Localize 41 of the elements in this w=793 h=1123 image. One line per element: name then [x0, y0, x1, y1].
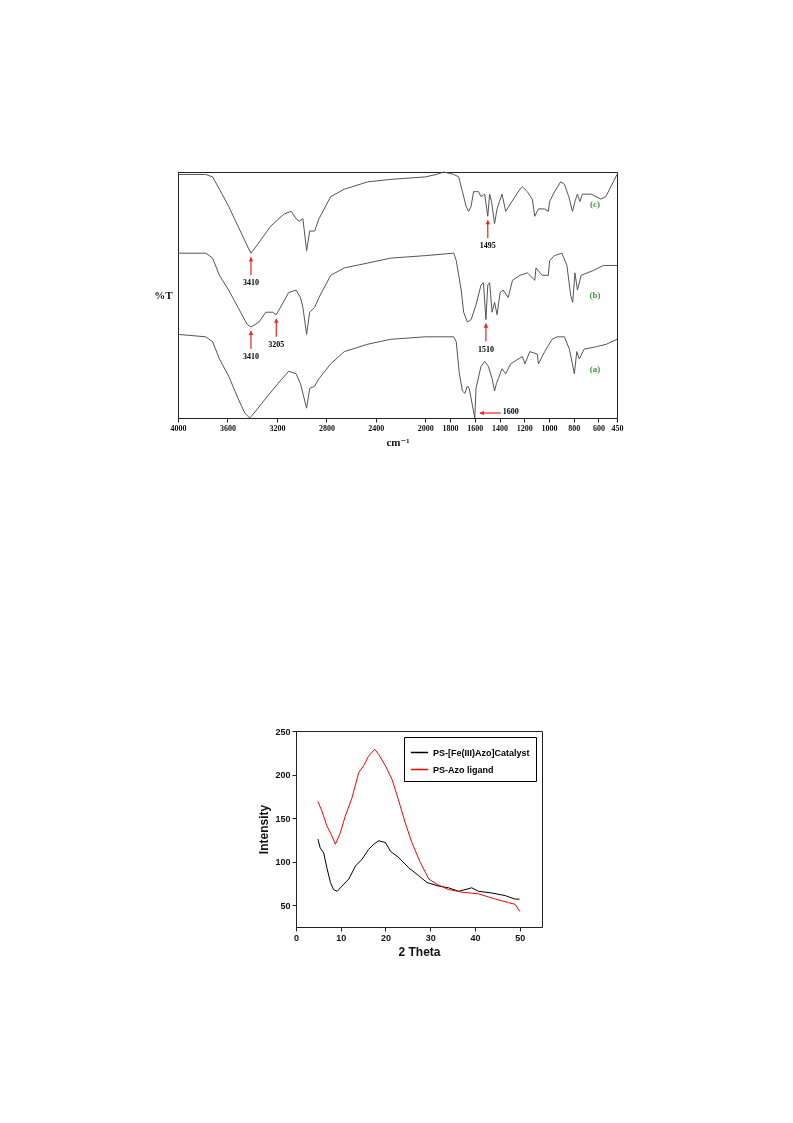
- annotation: 3410: [242, 351, 259, 361]
- x-tick-label: 1200: [516, 423, 533, 433]
- x-tick-label: 1600: [467, 423, 484, 433]
- x-axis-title: cm⁻¹: [386, 435, 410, 448]
- y-tick-label: 50: [280, 900, 291, 911]
- series-label: (a): [589, 364, 601, 375]
- x-tick-label: 2800: [318, 423, 335, 433]
- x-tick-label: 1000: [541, 423, 558, 433]
- x-tick-label: 1800: [442, 423, 459, 433]
- y-tick-label: 100: [275, 857, 291, 868]
- x-tick-label: 2400: [368, 423, 385, 433]
- x-tick-label: 800: [568, 423, 581, 433]
- x-tick-label: 10: [336, 932, 347, 943]
- x-tick-label: 0: [293, 932, 300, 943]
- annotation: 1600: [502, 407, 519, 416]
- x-tick-label: 4000: [170, 423, 187, 433]
- y-axis-title: Intensity: [257, 804, 272, 855]
- annotation: 3410: [242, 278, 259, 288]
- x-tick-label: 450: [611, 423, 624, 433]
- annotation: 1510: [477, 344, 494, 354]
- annotation: 1495: [479, 241, 496, 251]
- x-tick-label: 600: [592, 423, 605, 433]
- annotation: 3205: [268, 339, 285, 349]
- x-tick-label: 20: [380, 932, 391, 943]
- y-axis-title: %T: [154, 288, 174, 301]
- x-axis-title: 2 Theta: [398, 944, 441, 959]
- x-tick-label: 30: [425, 932, 436, 943]
- series-label: (c): [590, 199, 600, 210]
- y-tick-label: 250: [275, 726, 291, 737]
- legend-label: PS-[Fe(III)Azo]Catalyst: [433, 747, 530, 758]
- x-tick-label: 3600: [219, 423, 236, 433]
- y-tick-label: 200: [275, 770, 291, 781]
- x-tick-label: 3200: [269, 423, 286, 433]
- x-tick-label: 50: [515, 932, 526, 943]
- x-tick-label: 1400: [492, 423, 509, 433]
- x-tick-label: 2000: [417, 423, 434, 433]
- legend-label: PS-Azo ligand: [433, 764, 494, 775]
- series-label: (b): [589, 290, 601, 301]
- y-tick-label: 150: [275, 813, 291, 824]
- line-series: [317, 838, 521, 900]
- x-tick-label: 40: [470, 932, 481, 943]
